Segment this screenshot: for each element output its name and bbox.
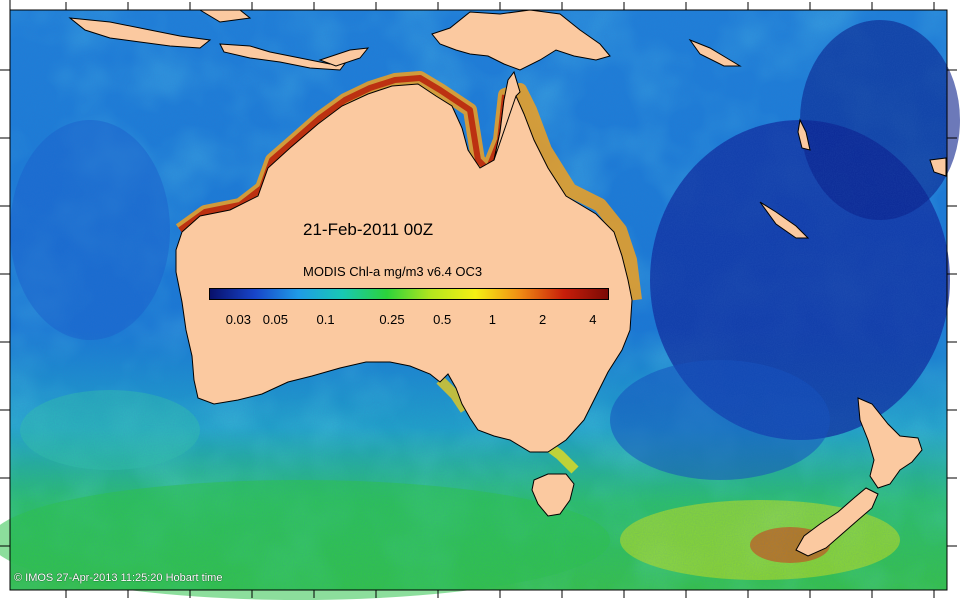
colorbar-title: MODIS Chl-a mg/m3 v6.4 OC3 <box>303 264 483 279</box>
new-zealand-south <box>795 487 879 557</box>
colorbar-tick-label: 0.1 <box>316 312 335 327</box>
colorbar-tick-label: 2 <box>538 312 547 327</box>
colorbar-tick-label: 0.25 <box>379 312 405 327</box>
colorbar-tick-label: 1 <box>488 312 497 327</box>
vanuatu <box>797 118 811 151</box>
new-zealand-north <box>857 397 923 489</box>
cape-york <box>493 70 521 161</box>
new-guinea <box>431 9 611 71</box>
timor <box>318 47 370 67</box>
map-border <box>9 9 948 591</box>
new-caledonia <box>759 201 810 239</box>
fiji <box>929 157 947 177</box>
lesser-sunda-islands <box>219 43 348 71</box>
colorbar-tick-label: 0.03 <box>225 312 252 327</box>
colorbar-tick-label: 0.5 <box>433 312 452 327</box>
colorbar-tick-label: 0.05 <box>262 312 289 327</box>
date-label: 21-Feb-2011 00Z <box>303 220 434 239</box>
solomon-islands <box>688 38 742 67</box>
australia <box>175 83 633 453</box>
credit-text: © IMOS 27-Apr-2013 11:25:20 Hobart time <box>14 572 223 584</box>
tasmania <box>531 473 575 517</box>
land <box>68 9 947 557</box>
java <box>68 17 212 49</box>
colorbar-tick-label: 4 <box>589 312 597 327</box>
colorbar <box>209 288 609 300</box>
